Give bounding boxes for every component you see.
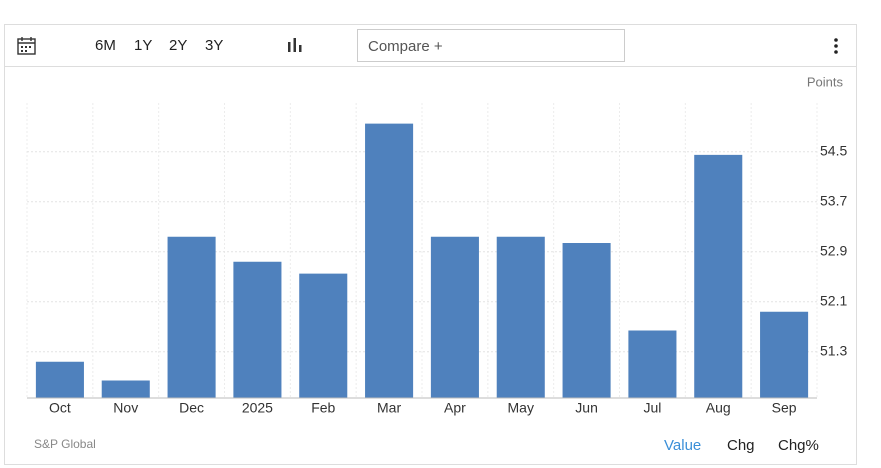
- range-button[interactable]: 1Y: [134, 37, 153, 54]
- compare-input[interactable]: Compare +: [357, 29, 625, 62]
- bar: [562, 243, 611, 398]
- toolbar: 6M 1Y 2Y 3Y Compare +: [5, 25, 856, 67]
- unit-label: Points: [807, 74, 844, 89]
- x-tick-label: Mar: [377, 400, 401, 416]
- y-tick-label: 52.9: [820, 242, 847, 258]
- range-button[interactable]: 6M: [95, 37, 116, 54]
- x-tick-label: Oct: [49, 400, 71, 416]
- mode-button[interactable]: Chg: [727, 437, 755, 454]
- range-button[interactable]: 2Y: [169, 37, 188, 54]
- x-tick-label: Nov: [113, 400, 138, 416]
- chart-type-icon[interactable]: [287, 37, 303, 53]
- chart-frame: 6M 1Y 2Y 3Y Compare +: [4, 24, 857, 465]
- bar: [760, 311, 809, 398]
- bar: [101, 380, 150, 398]
- x-tick-label: Feb: [311, 400, 335, 416]
- menu-icon[interactable]: [831, 37, 841, 55]
- source: S&P Global: [34, 437, 96, 451]
- mode-button[interactable]: Chg%: [778, 437, 819, 454]
- y-tick-label: 53.7: [820, 192, 847, 208]
- y-tick-label: 52.1: [820, 292, 847, 308]
- bar: [628, 330, 677, 398]
- x-tick-label: May: [508, 400, 534, 416]
- x-tick-label: Apr: [444, 400, 466, 416]
- x-tick-label: Aug: [706, 400, 731, 416]
- calendar-icon[interactable]: [17, 36, 37, 56]
- bar: [694, 154, 743, 398]
- bar: [430, 236, 479, 398]
- mode-button[interactable]: Value: [664, 437, 702, 454]
- bar: [365, 123, 414, 398]
- bar: [233, 261, 282, 398]
- y-tick-label: 51.3: [820, 342, 847, 358]
- y-tick-label: 54.5: [820, 142, 847, 158]
- range-button[interactable]: 3Y: [205, 37, 224, 54]
- x-tick-label: Jul: [643, 400, 661, 416]
- bar: [299, 273, 348, 398]
- x-tick-label: Jun: [575, 400, 598, 416]
- bar: [35, 361, 84, 398]
- x-tick-label: 2025: [242, 400, 273, 416]
- x-tick-label: Sep: [772, 400, 797, 416]
- bar: [496, 236, 545, 398]
- bar: [167, 236, 216, 398]
- x-tick-label: Dec: [179, 400, 204, 416]
